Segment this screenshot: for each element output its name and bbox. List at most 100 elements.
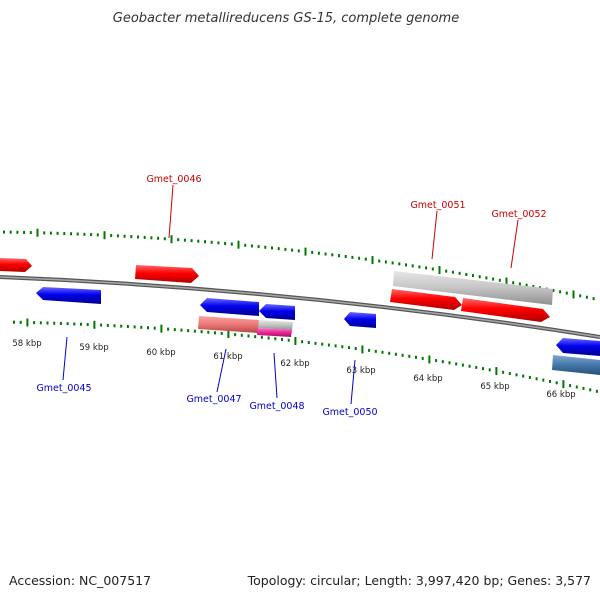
pink-feature-block[interactable] — [198, 316, 259, 333]
forward-strand-genes — [0, 258, 550, 322]
inner-track-minor-tick — [421, 356, 424, 360]
accession-text: Accession: NC_007517 — [9, 573, 151, 588]
outer-track-minor-tick — [344, 255, 347, 259]
inner-track-minor-tick — [126, 325, 129, 329]
inner-track-minor-tick — [435, 359, 438, 363]
scale-label-62kbp: 62 kbp — [280, 359, 309, 369]
inner-track-minor-tick — [86, 322, 89, 326]
outer-track-major-tick — [304, 247, 307, 256]
outer-track-minor-tick — [123, 234, 126, 238]
gene-label-gmet-0052[interactable]: Gmet_0052 — [491, 209, 546, 220]
inner-track-minor-tick — [388, 351, 391, 355]
light-gray-feature-block[interactable] — [258, 320, 293, 330]
outer-track-minor-tick — [197, 239, 200, 243]
inner-track-minor-tick — [106, 323, 109, 327]
outer-track-minor-tick — [411, 264, 414, 268]
inner-track-minor-tick — [575, 385, 578, 389]
inner-track-minor-tick — [66, 322, 69, 326]
outer-track-minor-tick — [76, 232, 79, 236]
outer-track-minor-tick — [297, 249, 300, 253]
outer-track-minor-tick — [130, 235, 133, 239]
inner-track-minor-tick — [334, 344, 337, 348]
inner-track-minor-tick — [33, 321, 36, 325]
outer-track-minor-tick — [83, 232, 86, 236]
inner-track-minor-tick — [274, 337, 277, 341]
inner-track-minor-tick — [582, 386, 585, 390]
outer-track-minor-tick — [63, 232, 66, 236]
inner-track-minor-tick — [488, 368, 491, 372]
inner-track-minor-tick — [528, 375, 531, 379]
inner-track-minor-tick — [100, 323, 103, 327]
outer-track-minor-tick — [210, 240, 213, 244]
outer-track-minor-tick — [143, 235, 146, 239]
scale-label-60kbp: 60 kbp — [146, 348, 175, 358]
leader-gmet-0045 — [62, 336, 68, 381]
gene-label-gmet-0045[interactable]: Gmet_0045 — [36, 383, 91, 394]
inner-track-minor-tick — [180, 328, 183, 332]
outer-track-major-tick — [170, 235, 173, 244]
inner-track-minor-tick — [220, 331, 223, 335]
outer-track-minor-tick — [137, 235, 139, 239]
outer-track-minor-tick — [116, 234, 119, 238]
outer-track-minor-tick — [364, 257, 367, 261]
forward-gene-gmet-0046[interactable] — [135, 265, 199, 283]
inner-track-minor-tick — [59, 321, 62, 325]
outer-track-minor-tick — [150, 236, 153, 240]
scale-label-63kbp: 63 kbp — [346, 366, 375, 376]
inner-track-minor-tick — [475, 365, 478, 369]
outer-track-minor-tick — [264, 245, 267, 249]
outer-track-minor-tick — [16, 230, 19, 234]
reverse-gene-gmet-0045[interactable] — [36, 287, 101, 304]
gene-label-gmet-0051[interactable]: Gmet_0051 — [410, 200, 465, 211]
gene-label-gmet-0048[interactable]: Gmet_0048 — [249, 401, 304, 412]
outer-track-minor-tick — [559, 290, 562, 294]
magenta-feature-block[interactable] — [257, 328, 292, 337]
forward-gene-labels: Gmet_0046 Gmet_0051 Gmet_0052 — [146, 174, 547, 269]
inner-track-minor-tick — [461, 363, 464, 367]
leader-gmet-0046 — [168, 184, 174, 239]
inner-track-minor-tick — [589, 388, 592, 392]
inner-track-minor-tick — [193, 329, 196, 333]
outer-track-minor-tick — [230, 242, 233, 246]
inner-track-major-tick — [227, 330, 230, 339]
inner-track-minor-tick — [374, 349, 377, 353]
inner-track-minor-tick — [321, 342, 324, 346]
inner-track-minor-tick — [348, 346, 350, 350]
inner-track-minor-tick — [167, 327, 170, 331]
forward-gene-gmet-0051[interactable] — [390, 289, 462, 310]
map-title: Geobacter metallireducens GS-15, complet… — [113, 11, 459, 26]
inner-track-minor-tick — [73, 322, 76, 326]
forward-gene-edge[interactable] — [0, 258, 32, 272]
gene-label-gmet-0050[interactable]: Gmet_0050 — [322, 407, 377, 418]
outer-track-minor-tick — [478, 275, 481, 279]
inner-track-minor-tick — [327, 343, 330, 347]
gene-label-gmet-0046[interactable]: Gmet_0046 — [146, 174, 201, 185]
outer-track-major-tick — [371, 256, 374, 265]
gene-label-gmet-0047[interactable]: Gmet_0047 — [186, 394, 241, 405]
inner-track-minor-tick — [254, 335, 257, 339]
reverse-gene-edge[interactable] — [556, 338, 600, 356]
outer-track-minor-tick — [311, 250, 314, 254]
inner-track-minor-tick — [120, 324, 123, 328]
outer-track-minor-tick — [465, 272, 468, 276]
scale-label-65kbp: 65 kbp — [480, 382, 509, 392]
gray-feature-block[interactable] — [393, 271, 553, 305]
reverse-gene-gmet-0050[interactable] — [344, 312, 376, 328]
reverse-gene-gmet-0048[interactable] — [259, 304, 295, 320]
inner-track-minor-tick — [441, 360, 444, 364]
outer-track-minor-tick — [163, 237, 166, 241]
outer-track-minor-tick — [183, 238, 186, 242]
inner-track-minor-tick — [394, 352, 397, 356]
outer-track-minor-tick — [485, 276, 488, 280]
inner-track-minor-tick — [307, 341, 310, 345]
outer-track-minor-tick — [250, 244, 253, 248]
steel-blue-feature-block[interactable] — [552, 355, 600, 375]
inner-track-minor-tick — [542, 378, 545, 382]
forward-gene-gmet-0052[interactable] — [461, 298, 550, 322]
outer-track-minor-tick — [579, 294, 582, 298]
inner-track-minor-tick — [595, 389, 598, 393]
inner-track-major-tick — [495, 367, 498, 376]
outer-track-minor-tick — [90, 233, 93, 237]
reverse-gene-gmet-0047[interactable] — [200, 298, 259, 316]
inner-track-minor-tick — [408, 354, 411, 358]
